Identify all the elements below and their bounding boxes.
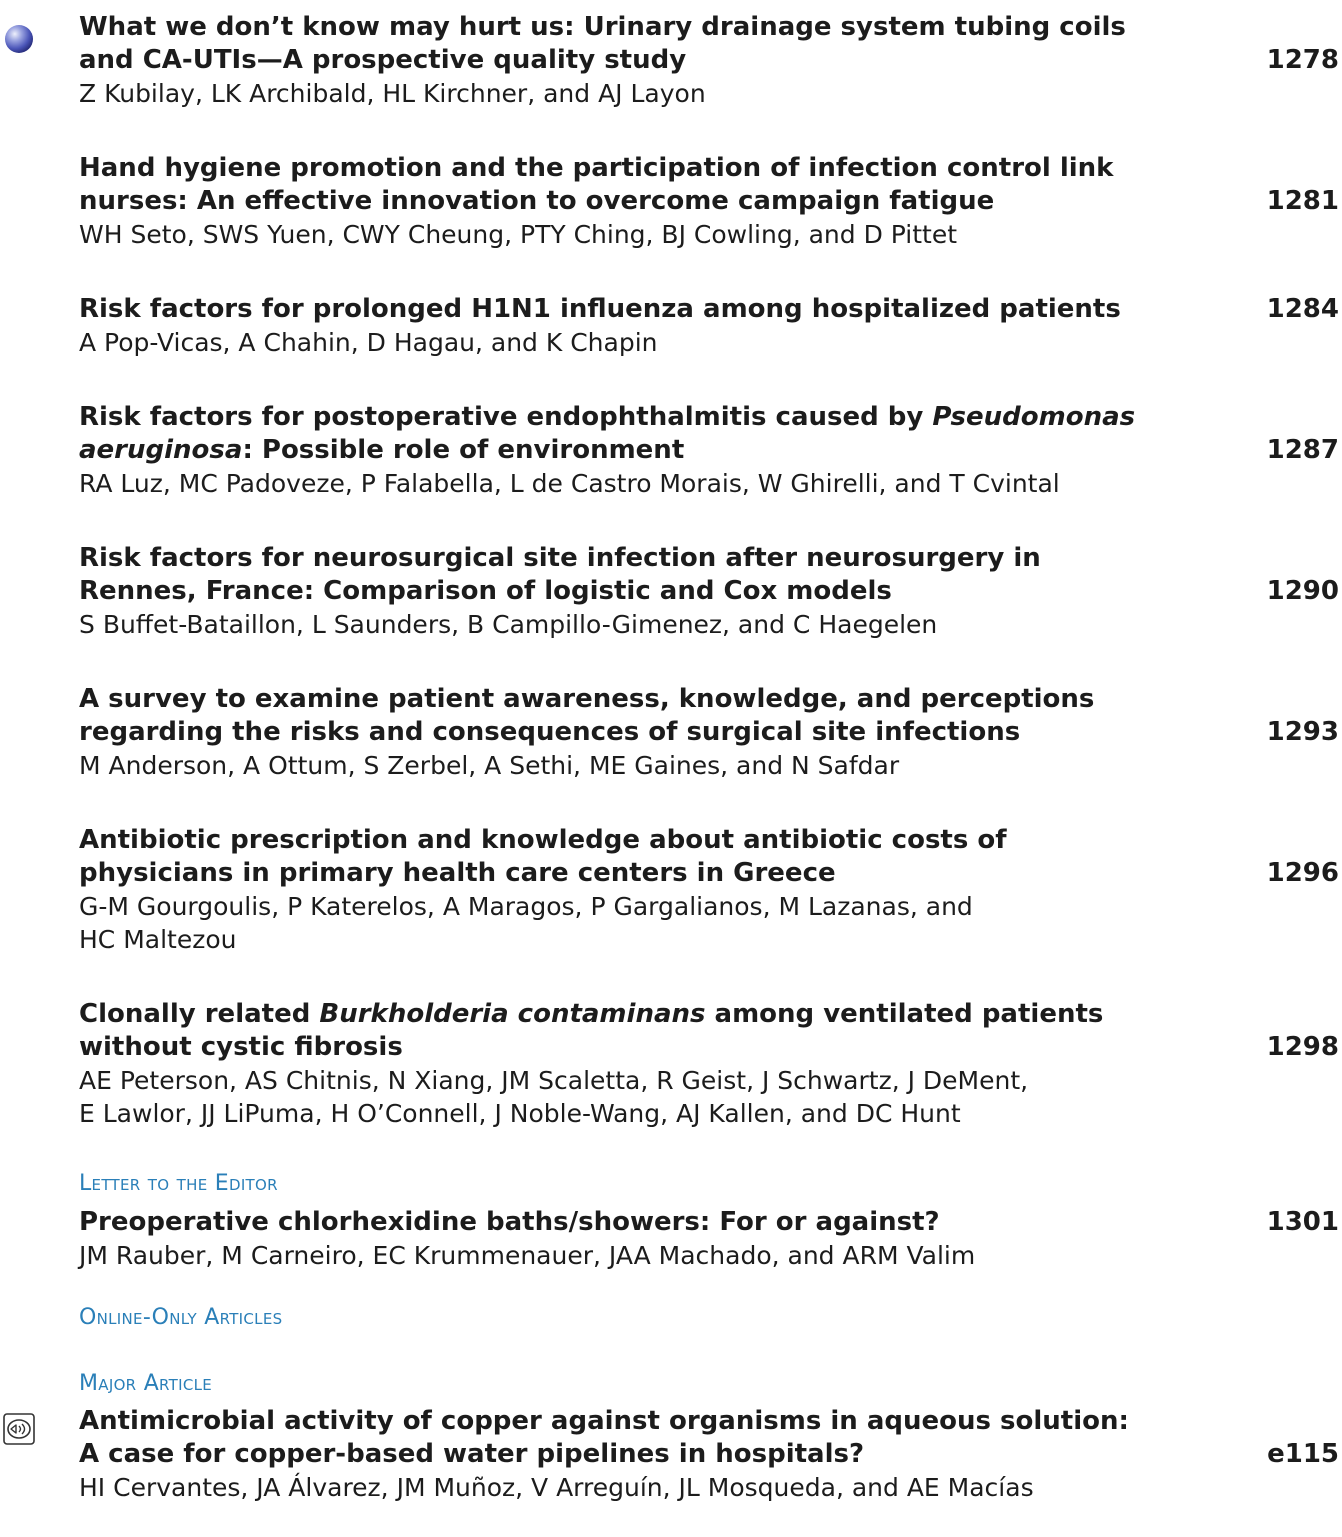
article-authors: AE Peterson, AS Chitnis, N Xiang, JM Sca… bbox=[79, 1066, 1029, 1128]
italic-organism: aeruginosa bbox=[79, 435, 243, 465]
article-title[interactable]: Preoperative chlorhexidine baths/showers… bbox=[79, 1207, 940, 1237]
article-title[interactable]: Antimicrobial activity of copper against… bbox=[79, 1406, 1129, 1469]
page-number: 1293 bbox=[1266, 717, 1339, 747]
page-number: 1278 bbox=[1266, 45, 1339, 75]
article-title[interactable]: A survey to examine patient awareness, k… bbox=[79, 684, 1095, 747]
article-authors: S Buffet-Bataillon, L Saunders, B Campil… bbox=[79, 610, 938, 639]
page-number: 1281 bbox=[1266, 186, 1339, 216]
article-authors: G-M Gourgoulis, P Katerelos, A Maragos, … bbox=[79, 892, 973, 954]
section-heading-major-article: Major Article bbox=[79, 1371, 213, 1396]
page-number: 1284 bbox=[1266, 294, 1339, 324]
article-title[interactable]: Risk factors for neurosurgical site infe… bbox=[79, 543, 1041, 606]
article-title[interactable]: Antibiotic prescription and knowledge ab… bbox=[79, 825, 1007, 888]
article-title[interactable]: What we don’t know may hurt us: Urinary … bbox=[79, 12, 1126, 75]
section-heading-online-only: Online-Only Articles bbox=[79, 1305, 283, 1330]
article-title[interactable]: Hand hygiene promotion and the participa… bbox=[79, 153, 1114, 216]
article-authors: RA Luz, MC Padoveze, P Falabella, L de C… bbox=[79, 469, 1060, 498]
page-number: e115 bbox=[1267, 1439, 1339, 1469]
article-authors: Z Kubilay, LK Archibald, HL Kirchner, an… bbox=[79, 79, 706, 108]
page-number: 1287 bbox=[1266, 435, 1339, 465]
page-number: 1301 bbox=[1266, 1207, 1339, 1237]
page-number: 1298 bbox=[1266, 1032, 1339, 1062]
italic-organism: Pseudomonas bbox=[932, 402, 1136, 432]
sphere-icon bbox=[5, 25, 33, 53]
section-heading-letter: Letter to the Editor bbox=[79, 1171, 278, 1196]
article-authors: JM Rauber, M Carneiro, EC Krummenauer, J… bbox=[79, 1241, 976, 1270]
speaker-icon bbox=[3, 1413, 35, 1445]
page-number: 1290 bbox=[1266, 576, 1339, 606]
article-title[interactable]: Risk factors for postoperative endophtha… bbox=[79, 402, 1136, 465]
article-authors: HI Cervantes, JA Álvarez, JM Muñoz, V Ar… bbox=[79, 1473, 1034, 1502]
article-authors: WH Seto, SWS Yuen, CWY Cheung, PTY Ching… bbox=[79, 220, 958, 249]
article-authors: A Pop-Vicas, A Chahin, D Hagau, and K Ch… bbox=[79, 328, 658, 357]
article-authors: M Anderson, A Ottum, S Zerbel, A Sethi, … bbox=[79, 751, 900, 780]
page-number: 1296 bbox=[1266, 858, 1339, 888]
article-title[interactable]: Risk factors for prolonged H1N1 influenz… bbox=[79, 294, 1121, 324]
article-title[interactable]: Clonally related Burkholderia contaminan… bbox=[79, 999, 1104, 1062]
italic-organism: Burkholderia contaminans bbox=[319, 999, 706, 1029]
